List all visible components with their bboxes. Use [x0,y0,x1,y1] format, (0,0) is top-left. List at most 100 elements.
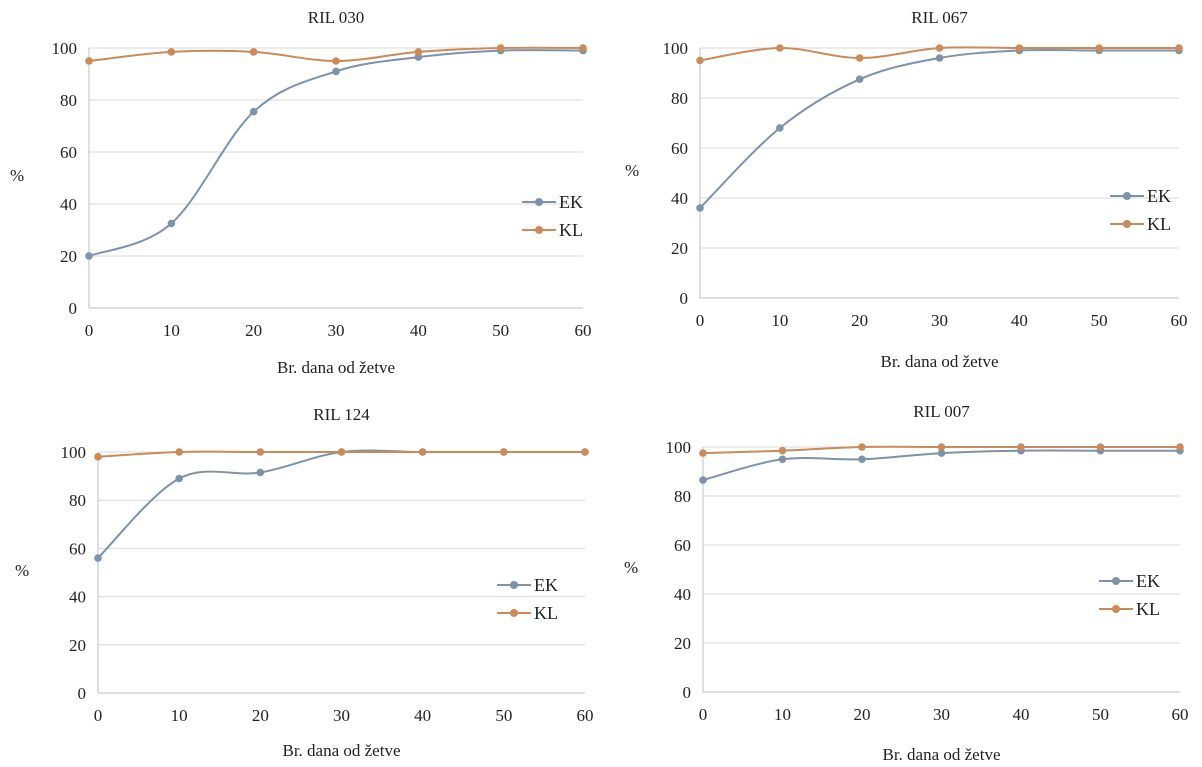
x-tick-label: 0 [85,321,94,340]
legend: EK KL [522,188,583,244]
y-tick-label: 60 [674,536,691,555]
legend-item-kl: KL [1099,595,1160,623]
data-point-ek [858,455,866,464]
data-point-kl [414,48,423,56]
legend-swatch-kl [522,223,556,237]
chart-title: RIL 007 [913,402,970,421]
data-point-kl [855,54,864,62]
y-axis-label: % [15,560,30,580]
data-point-kl [699,449,707,457]
x-tick-label: 60 [1171,311,1188,330]
data-point-ek [776,124,784,132]
x-tick-label: 60 [575,321,592,340]
y-tick-label: 80 [674,487,691,506]
x-tick-label: 40 [1011,311,1028,330]
y-tick-label: 100 [663,39,689,58]
y-tick-label: 40 [674,585,691,604]
data-point-kl [256,448,265,456]
y-tick-label: 40 [69,588,86,607]
data-point-ek [332,67,340,76]
data-point-kl [500,448,508,456]
data-point-kl [249,48,258,56]
x-tick-label: 50 [495,706,512,725]
data-point-ek [249,107,258,116]
data-point-kl [935,44,944,52]
x-tick-label: 0 [699,705,708,724]
x-tick-label: 10 [774,705,791,724]
data-point-kl [1017,443,1025,451]
data-point-kl [937,443,946,451]
data-point-kl [418,448,427,456]
legend-item-ek: EK [522,188,583,216]
x-tick-label: 20 [851,311,868,330]
data-point-kl [496,44,505,52]
legend: EK KL [497,571,558,627]
x-tick-label: 30 [933,705,950,724]
data-point-ek [935,54,944,62]
y-axis-label: % [625,161,640,180]
chart-title: RIL 124 [313,405,370,424]
data-point-ek [699,476,707,484]
y-tick-label: 40 [60,195,77,214]
legend-item-kl: KL [497,599,558,627]
legend-label-kl: KL [1147,213,1171,234]
x-axis-label: Br. dana od žetve [882,745,1001,764]
x-tick-label: 10 [771,311,788,330]
y-tick-label: 20 [674,634,691,653]
data-point-kl [167,48,176,56]
data-point-ek [94,554,102,562]
y-axis-label: % [624,557,639,577]
data-point-kl [1175,44,1183,52]
x-tick-label: 50 [1091,311,1108,330]
y-tick-label: 20 [671,239,688,258]
x-tick-label: 0 [696,311,705,330]
y-tick-label: 0 [78,684,87,703]
x-tick-label: 30 [931,311,948,330]
x-tick-label: 10 [171,706,188,725]
data-point-ek [855,75,864,84]
y-tick-label: 60 [60,143,77,162]
chart-title: RIL 067 [911,8,968,27]
x-tick-label: 60 [1172,705,1189,724]
y-tick-label: 20 [60,247,77,266]
y-tick-label: 100 [52,39,78,58]
x-tick-label: 10 [163,321,180,340]
x-tick-label: 30 [333,706,350,725]
legend-label-ek: EK [559,191,583,212]
legend-item-kl: KL [522,216,583,244]
y-tick-label: 60 [671,139,688,158]
data-point-ek [778,455,787,464]
legend-swatch-ek [1099,574,1133,588]
legend-label-kl: KL [534,602,558,623]
data-point-kl [776,44,784,52]
data-point-kl [1096,443,1105,451]
data-point-kl [85,57,93,65]
legend-swatch-ek [522,195,556,209]
y-tick-label: 100 [61,443,87,462]
x-tick-label: 50 [492,321,509,340]
y-tick-label: 20 [69,636,86,655]
data-point-ek [256,468,265,477]
legend-item-kl: KL [1110,210,1171,238]
x-tick-label: 20 [252,706,269,725]
legend-item-ek: EK [497,571,558,599]
x-tick-label: 0 [94,706,103,725]
data-point-kl [94,453,102,461]
legend: EK KL [1110,182,1171,238]
data-point-ek [937,449,946,457]
y-tick-label: 100 [666,438,692,457]
x-tick-label: 60 [577,706,594,725]
x-tick-label: 20 [245,321,262,340]
x-tick-label: 40 [1013,705,1030,724]
x-tick-label: 50 [1092,705,1109,724]
data-point-ek [175,474,183,483]
data-point-kl [337,448,346,456]
legend-label-ek: EK [534,574,558,595]
data-point-ek [85,252,93,260]
data-point-kl [579,44,587,52]
x-tick-label: 20 [854,705,871,724]
legend-item-ek: EK [1099,567,1160,595]
